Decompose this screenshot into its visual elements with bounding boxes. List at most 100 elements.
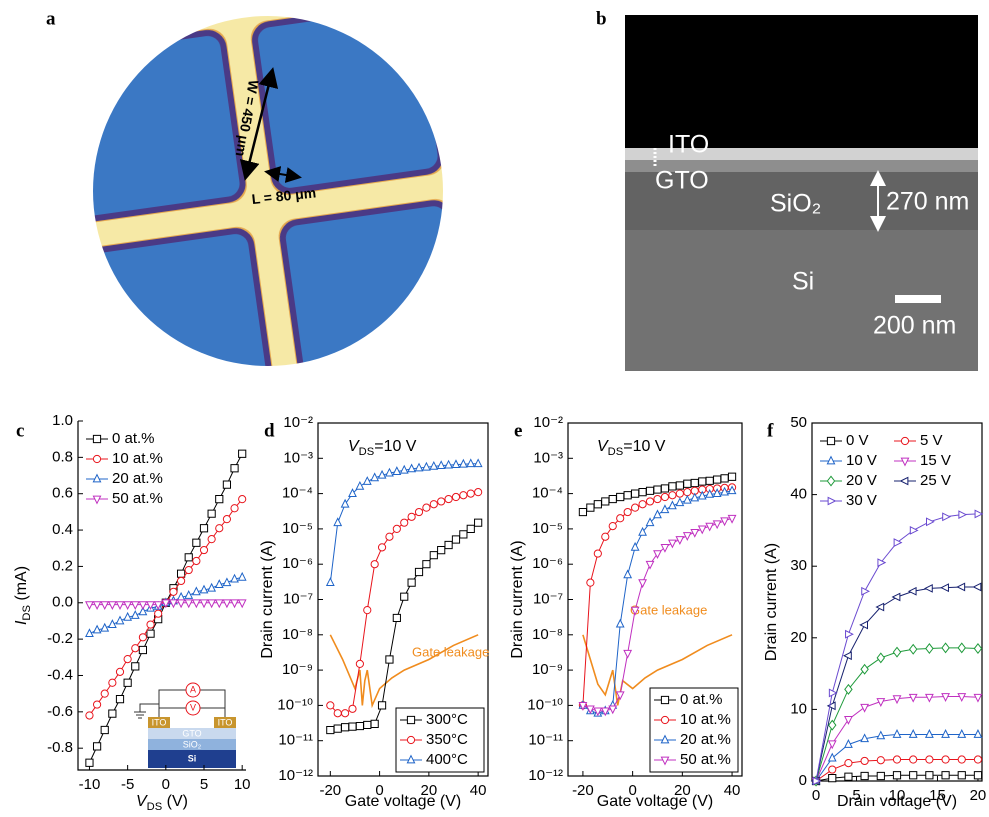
marker bbox=[861, 772, 868, 779]
marker bbox=[910, 730, 917, 737]
legend-marker bbox=[901, 458, 908, 465]
marker bbox=[974, 644, 981, 653]
marker bbox=[475, 459, 482, 466]
marker bbox=[925, 585, 932, 592]
marker bbox=[721, 475, 728, 482]
marker bbox=[239, 573, 246, 580]
marker bbox=[349, 489, 356, 496]
legend-marker bbox=[901, 437, 908, 444]
panel-label: e bbox=[514, 420, 522, 441]
marker bbox=[861, 704, 868, 711]
marker bbox=[594, 501, 601, 508]
marker bbox=[216, 600, 223, 607]
marker bbox=[239, 600, 246, 607]
marker bbox=[216, 496, 223, 503]
marker bbox=[445, 541, 452, 548]
inset-label: Si bbox=[188, 753, 197, 763]
y-tick-label: 10⁻⁶ bbox=[282, 555, 313, 572]
x-axis-label: VDS (V) bbox=[136, 793, 188, 812]
marker bbox=[109, 602, 116, 609]
marker bbox=[617, 620, 624, 627]
marker bbox=[942, 643, 949, 652]
marker bbox=[676, 482, 683, 489]
marker bbox=[684, 489, 691, 496]
y-tick-label: 10⁻⁵ bbox=[532, 520, 563, 537]
marker bbox=[975, 510, 982, 517]
marker bbox=[415, 568, 422, 575]
inset-label: ITO bbox=[218, 717, 233, 727]
legend-marker bbox=[407, 736, 414, 743]
legend-marker bbox=[93, 455, 100, 462]
marker bbox=[893, 730, 900, 737]
marker bbox=[609, 523, 616, 530]
marker bbox=[845, 760, 852, 767]
marker bbox=[602, 498, 609, 505]
legend-label: 20 V bbox=[846, 472, 877, 489]
y-tick-label: 10⁻¹¹ bbox=[528, 732, 563, 749]
marker bbox=[927, 518, 934, 525]
y-tick-label: 10⁻⁷ bbox=[533, 590, 563, 607]
marker bbox=[430, 552, 437, 559]
inset-label: GTO bbox=[182, 728, 201, 738]
y-tick-label: 10⁻² bbox=[533, 414, 563, 431]
legend-label: 5 V bbox=[920, 432, 943, 449]
y-tick-label: 0.0 bbox=[52, 594, 73, 611]
x-tick-label: -5 bbox=[121, 776, 134, 793]
marker bbox=[116, 668, 123, 675]
x-axis-label: Gate voltage (V) bbox=[345, 793, 462, 810]
label-text: =10 V bbox=[374, 438, 417, 455]
subscript: DS bbox=[21, 605, 33, 621]
marker bbox=[587, 504, 594, 511]
y-tick-label: 10⁻⁶ bbox=[532, 555, 563, 572]
marker bbox=[926, 772, 933, 779]
y-tick-label: 10⁻¹¹ bbox=[278, 732, 313, 749]
marker bbox=[208, 536, 215, 543]
marker bbox=[460, 492, 467, 499]
annotation: VDS=10 V bbox=[597, 438, 666, 458]
marker bbox=[624, 571, 631, 578]
marker bbox=[926, 694, 933, 701]
marker bbox=[132, 645, 139, 652]
marker bbox=[910, 756, 917, 763]
marker bbox=[185, 554, 192, 561]
marker bbox=[200, 546, 207, 553]
marker bbox=[893, 772, 900, 779]
plot-frame bbox=[812, 423, 982, 781]
marker bbox=[334, 518, 341, 525]
legend-label: 0 at.% bbox=[112, 430, 155, 447]
marker bbox=[193, 539, 200, 546]
marker bbox=[699, 478, 706, 485]
marker bbox=[654, 495, 661, 502]
legend-label: 400°C bbox=[426, 751, 468, 768]
marker bbox=[386, 656, 393, 663]
marker bbox=[342, 710, 349, 717]
marker bbox=[684, 533, 691, 540]
layer-label: GTO bbox=[655, 167, 709, 195]
legend-label: 20 at.% bbox=[680, 731, 731, 748]
y-tick-label: 10⁻⁷ bbox=[283, 590, 313, 607]
panel-label: a bbox=[46, 8, 56, 29]
marker bbox=[460, 460, 467, 467]
marker bbox=[438, 547, 445, 554]
marker bbox=[139, 646, 146, 653]
y-tick-label: 10⁻³ bbox=[283, 449, 313, 466]
marker bbox=[877, 772, 884, 779]
inset-label: A bbox=[190, 684, 196, 694]
panel-label: c bbox=[16, 420, 24, 441]
marker bbox=[327, 578, 334, 585]
y-tick-label: -0.2 bbox=[47, 630, 73, 647]
x-axis-label: Gate voltage (V) bbox=[597, 793, 714, 810]
marker bbox=[177, 577, 184, 584]
marker bbox=[200, 600, 207, 607]
y-tick-label: 10⁻¹⁰ bbox=[277, 696, 313, 713]
marker bbox=[371, 720, 378, 727]
marker bbox=[974, 694, 981, 701]
marker bbox=[594, 550, 601, 557]
marker bbox=[147, 621, 154, 628]
marker bbox=[829, 754, 836, 761]
y-tick-label: 10⁻¹² bbox=[278, 767, 313, 784]
marker bbox=[654, 511, 661, 518]
marker bbox=[86, 759, 93, 766]
marker bbox=[909, 588, 916, 595]
marker bbox=[617, 692, 624, 699]
